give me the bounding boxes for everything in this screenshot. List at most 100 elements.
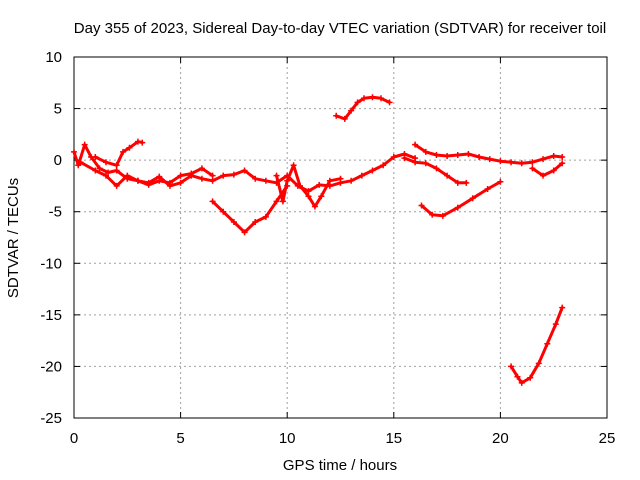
data-point	[198, 165, 205, 172]
data-point	[550, 167, 557, 174]
data-point	[81, 141, 88, 148]
data-point	[209, 177, 216, 184]
series-track-1	[71, 141, 419, 195]
data-point	[252, 219, 259, 226]
data-point	[188, 170, 195, 177]
data-point	[284, 177, 291, 184]
data-point	[241, 167, 248, 174]
data-point	[439, 212, 446, 219]
data-point	[552, 321, 559, 328]
grid	[74, 57, 607, 418]
data-point	[318, 193, 325, 200]
series-track-2	[77, 159, 216, 189]
x-tick-label: 5	[176, 430, 184, 447]
y-tick-label: -15	[40, 307, 62, 324]
y-tick-label: 10	[45, 49, 62, 66]
data-point	[508, 363, 515, 370]
data-point	[465, 150, 472, 157]
data-point	[508, 159, 515, 166]
data-point	[337, 175, 344, 182]
series-line	[509, 306, 564, 385]
data-point	[484, 186, 491, 193]
data-point	[220, 208, 227, 215]
data-point	[177, 179, 184, 186]
data-point	[412, 159, 419, 166]
data-point	[559, 304, 566, 311]
data-point	[139, 139, 146, 146]
data-point	[96, 165, 103, 172]
data-point	[341, 115, 348, 122]
plot-frame	[73, 56, 608, 419]
data-point	[198, 175, 205, 182]
data-point	[145, 181, 152, 188]
data-point	[454, 179, 461, 186]
series-line	[211, 184, 289, 234]
data-point	[124, 172, 131, 179]
data-point	[305, 188, 312, 195]
data-point	[92, 167, 99, 174]
data-point	[316, 181, 323, 188]
data-point	[230, 219, 237, 226]
data-point	[433, 151, 440, 158]
data-point	[220, 172, 227, 179]
data-point	[284, 182, 291, 189]
data-point	[177, 172, 184, 179]
data-point	[529, 165, 536, 172]
data-point	[166, 179, 173, 186]
data-point	[527, 374, 534, 381]
data-point	[290, 162, 297, 169]
data-point	[518, 379, 525, 386]
data-point	[454, 204, 461, 211]
data-point	[444, 153, 451, 160]
y-tick-label: 5	[54, 101, 62, 118]
data-point	[386, 99, 393, 106]
series-line	[93, 140, 144, 167]
data-point	[360, 95, 367, 102]
x-tick-label: 25	[599, 430, 616, 447]
data-point	[113, 162, 120, 169]
data-point	[529, 159, 536, 166]
data-point	[209, 172, 216, 179]
data-point	[113, 167, 120, 174]
y-tick-label: -10	[40, 255, 62, 272]
x-tick-labels: 0 5 10 15 20 25	[70, 430, 616, 447]
data-point	[71, 148, 77, 155]
data-series	[71, 94, 566, 386]
data-point	[550, 153, 557, 160]
x-tick-label: 15	[385, 430, 402, 447]
series-track-8	[401, 155, 470, 186]
data-point	[77, 159, 84, 166]
data-point	[469, 195, 476, 202]
data-point	[134, 177, 141, 184]
data-point	[156, 177, 163, 184]
data-point	[230, 171, 237, 178]
data-point	[102, 172, 109, 179]
data-point	[262, 213, 269, 220]
data-point	[252, 175, 259, 182]
y-tick-labels: 10 5 0 -5 -10 -15 -20 -25	[40, 49, 62, 427]
series-track-5	[209, 182, 291, 236]
data-point	[369, 94, 376, 101]
data-point	[311, 203, 318, 210]
data-point	[273, 172, 280, 179]
x-tick-label: 10	[279, 430, 296, 447]
data-point	[102, 159, 109, 166]
data-point	[476, 154, 483, 161]
series-track-10	[418, 178, 504, 219]
data-point	[401, 155, 408, 162]
data-point	[497, 158, 504, 165]
series-line	[420, 180, 502, 218]
data-point	[326, 177, 333, 184]
data-point	[559, 154, 566, 161]
data-point	[433, 165, 440, 172]
data-point	[422, 148, 429, 155]
data-point	[463, 179, 470, 186]
data-point	[559, 160, 566, 167]
data-point	[92, 154, 99, 161]
data-point	[354, 99, 361, 106]
series-track-11	[508, 304, 566, 386]
series-track-7	[412, 141, 566, 167]
data-point	[429, 211, 436, 218]
data-point	[296, 182, 303, 189]
